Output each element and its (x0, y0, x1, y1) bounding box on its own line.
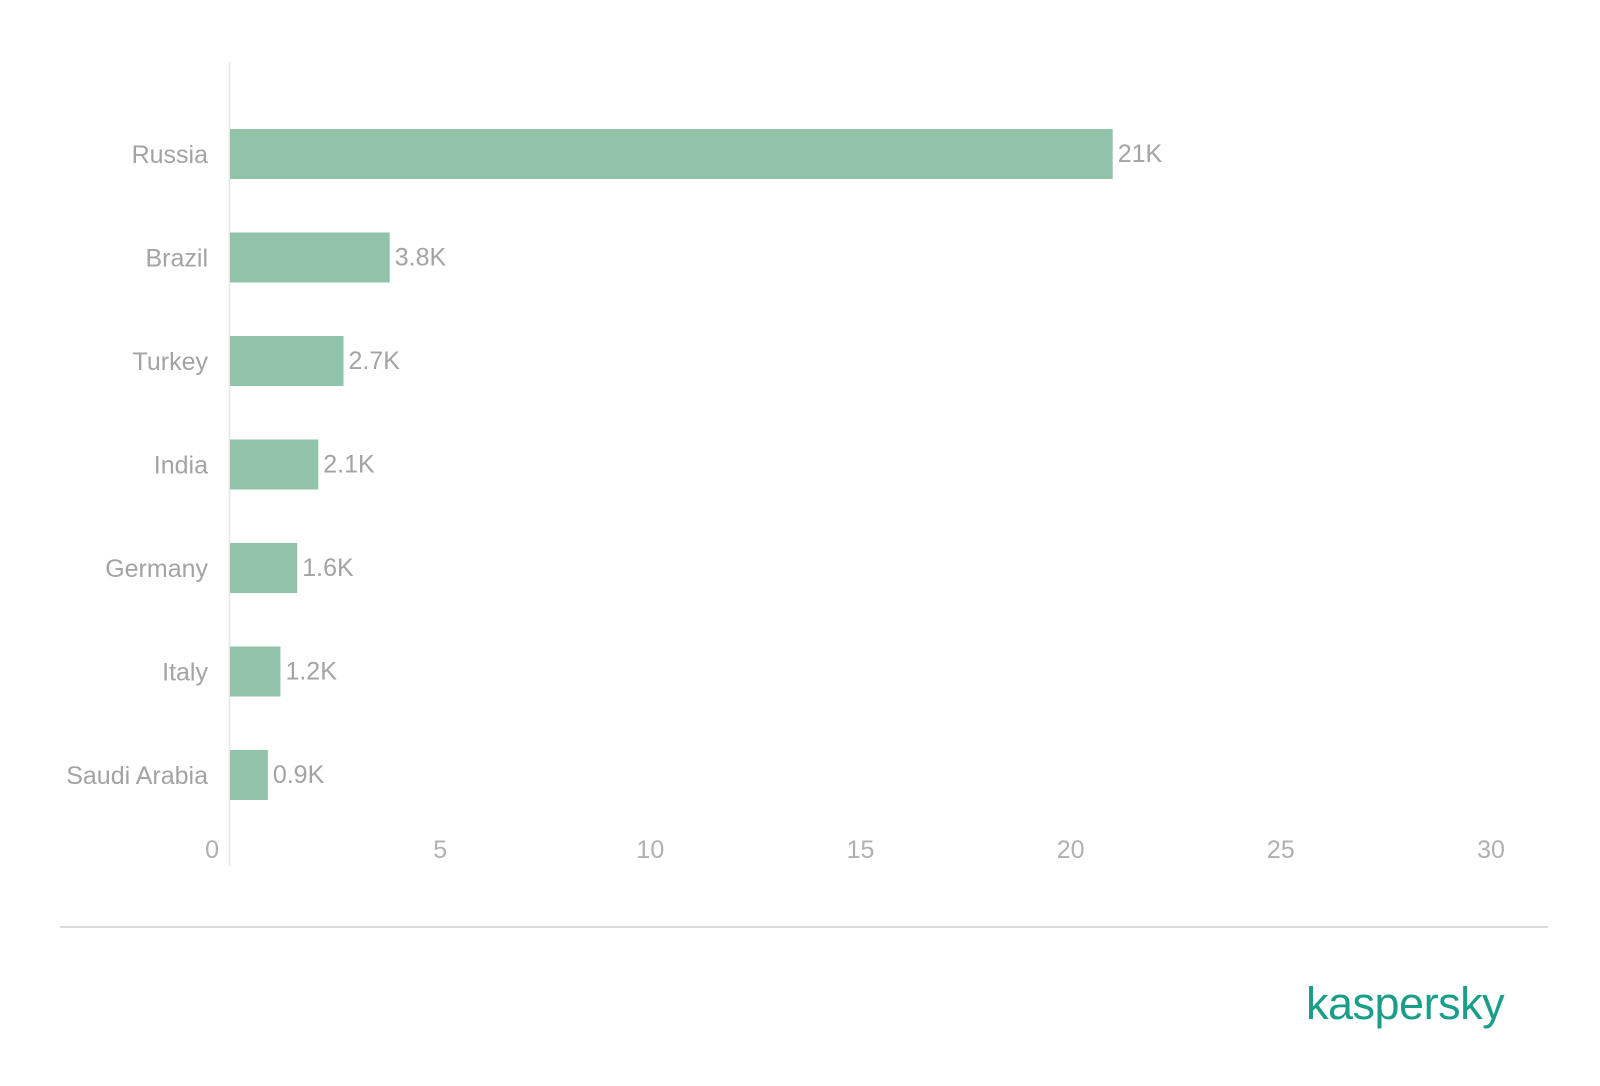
data-label: 1.6K (302, 554, 354, 582)
footer-divider (60, 926, 1548, 928)
kaspersky-logo: kaspersky (1306, 978, 1506, 1029)
data-label: 1.2K (285, 658, 337, 686)
bar-italy (230, 646, 281, 697)
data-label: 2.1K (323, 451, 375, 479)
data-label: 2.7K (348, 347, 400, 375)
x-tick-label: 30 (1477, 836, 1505, 864)
bar-germany (230, 543, 298, 593)
x-tick-label: 0 (205, 836, 219, 864)
category-label: Saudi Arabia (66, 762, 208, 790)
bars-layer (230, 129, 1113, 800)
category-label: India (154, 452, 208, 480)
bar-brazil (230, 232, 390, 283)
bar-turkey (230, 336, 344, 386)
data-label: 21K (1118, 140, 1163, 168)
x-tick-label: 25 (1267, 836, 1295, 864)
bar-india (230, 439, 319, 490)
x-tick-label: 5 (433, 836, 447, 864)
category-labels: Russia Brazil Turkey India Germany Italy Saudi… (66, 141, 208, 790)
x-tick-label: 20 (1057, 836, 1085, 864)
category-label: Italy (162, 659, 208, 687)
bar-chart: Russia Brazil Turkey India Germany Italy Saudi… (66, 62, 1505, 866)
data-label: 0.9K (273, 761, 325, 789)
logo-wordmark: kaspersky (1306, 978, 1505, 1029)
data-label: 3.8K (395, 244, 447, 272)
x-tick-label: 15 (847, 836, 875, 864)
category-label: Brazil (145, 245, 208, 273)
category-label: Russia (132, 141, 209, 169)
x-axis-ticks: 0 5 10 15 20 25 30 (205, 836, 1505, 864)
bar-russia (230, 129, 1113, 179)
value-labels: 21K 3.8K 2.7K 2.1K 1.6K 1.2K 0.9K (273, 140, 1163, 789)
category-label: Turkey (133, 348, 209, 376)
bar-saudi-arabia (230, 750, 268, 800)
category-label: Germany (105, 555, 208, 583)
x-tick-label: 10 (636, 836, 664, 864)
